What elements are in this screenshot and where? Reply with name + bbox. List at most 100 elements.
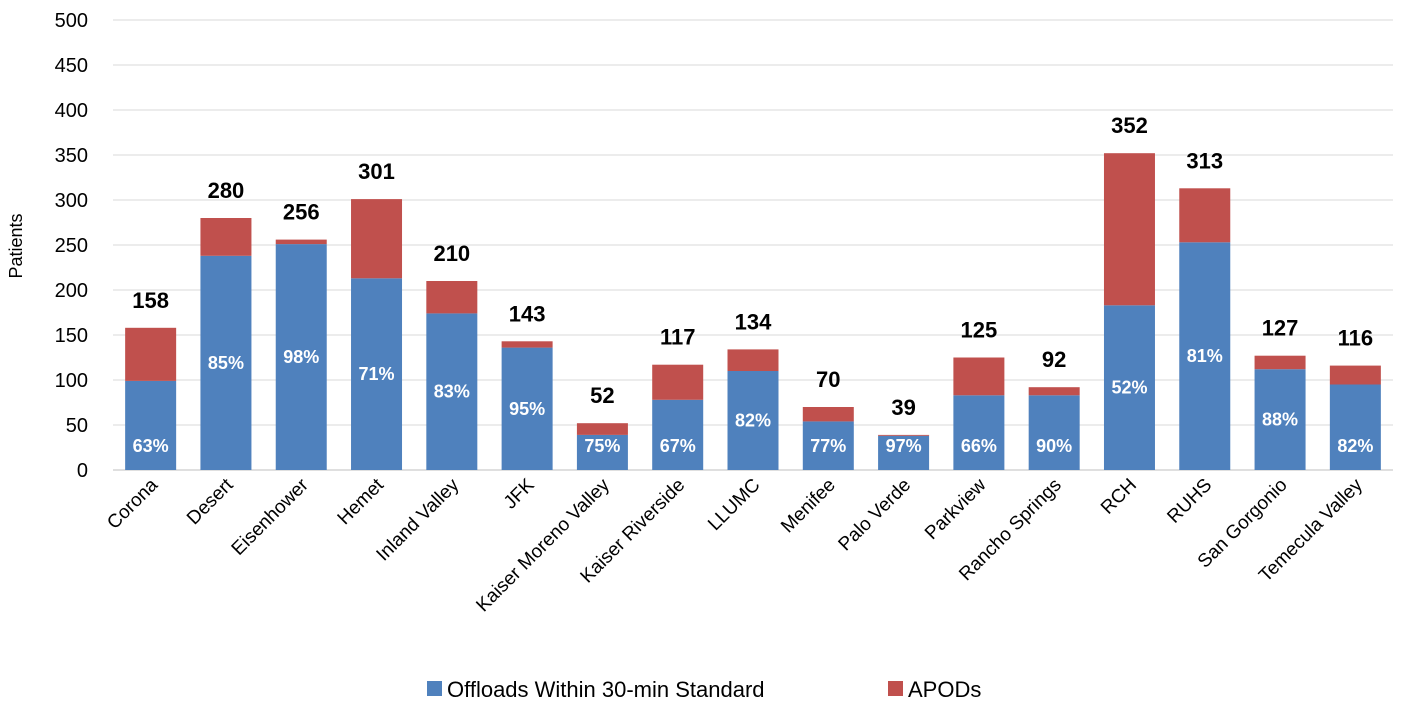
- bar-offloads-within-standard: [1179, 242, 1231, 470]
- legend-label-apods: APODs: [908, 677, 981, 699]
- bar-offloads-within-standard: [953, 395, 1005, 470]
- bar-total-label: 280: [208, 178, 245, 203]
- y-tick-label: 300: [55, 190, 88, 212]
- bar-percent-label: 95%: [509, 399, 545, 419]
- bar-percent-label: 85%: [208, 353, 244, 373]
- x-tick-label: Desert: [183, 474, 238, 529]
- bar-apods: [351, 199, 403, 279]
- bar-offloads-within-standard: [1329, 384, 1381, 470]
- bar-percent-label: 77%: [810, 436, 846, 456]
- bar-apods: [953, 357, 1005, 396]
- bar-percent-label: 63%: [133, 436, 169, 456]
- bar-offloads-within-standard: [727, 371, 779, 470]
- bar-percent-label: 83%: [434, 382, 470, 402]
- bar-apods: [802, 407, 854, 422]
- bar-percent-label: 98%: [283, 347, 319, 367]
- x-tick-label: Hemet: [334, 474, 389, 529]
- bar-apods: [1103, 153, 1155, 306]
- bar-percent-label: 90%: [1036, 436, 1072, 456]
- bar-apods: [576, 423, 628, 435]
- bar-total-label: 256: [283, 200, 320, 225]
- y-tick-label: 150: [55, 325, 88, 347]
- bar-apods: [727, 349, 779, 371]
- x-tick-label: Parkview: [921, 474, 991, 544]
- y-tick-label: 500: [55, 10, 88, 32]
- bar-total-label: 210: [433, 241, 470, 266]
- bar-apods: [275, 239, 327, 245]
- bar-percent-label: 97%: [886, 436, 922, 456]
- bar-total-label: 301: [358, 159, 395, 184]
- bar-apods: [878, 434, 930, 436]
- bar-apods: [501, 341, 553, 348]
- x-tick-label: Menifee: [777, 475, 840, 538]
- bar-apods: [652, 364, 704, 400]
- bar-apods: [200, 218, 252, 256]
- bar-apods: [1028, 387, 1080, 396]
- bars: [125, 153, 1381, 470]
- bar-percent-label: 88%: [1262, 410, 1298, 430]
- bar-offloads-within-standard: [802, 421, 854, 470]
- bar-total-label: 134: [735, 309, 772, 334]
- x-tick-label: Corona: [103, 474, 162, 533]
- bar-total-label: 143: [509, 301, 546, 326]
- y-tick-label: 100: [55, 370, 88, 392]
- bar-offloads-within-standard: [1103, 305, 1155, 470]
- bar-total-label: 352: [1111, 113, 1148, 138]
- bar-total-label: 52: [590, 383, 614, 408]
- x-tick-label: RCH: [1097, 475, 1141, 519]
- bar-offloads-within-standard: [125, 380, 177, 470]
- bar-total-label: 39: [891, 395, 915, 420]
- x-tick-label: JFK: [500, 474, 539, 513]
- bar-offloads-within-standard: [426, 313, 478, 470]
- total-labels: 158 280 256 301 210 143 52 117 134 70 39 125 92 352 31…: [132, 113, 1373, 420]
- bar-offloads-within-standard: [351, 278, 403, 470]
- bar-apods: [1179, 188, 1231, 243]
- bar-total-label: 116: [1338, 326, 1374, 351]
- y-tick-label: 450: [55, 55, 88, 77]
- bar-total-label: 158: [132, 288, 169, 313]
- y-tick-label: 350: [55, 145, 88, 167]
- y-tick-label: 200: [55, 280, 88, 302]
- bar-offloads-within-standard: [200, 255, 252, 470]
- x-tick-label: LLUMC: [704, 475, 764, 535]
- y-tick-label: 250: [55, 235, 88, 257]
- bar-total-label: 313: [1186, 148, 1223, 173]
- percent-labels: 63% 85% 98% 71% 83% 95% 75% 67% 82% 77% 97% 66% 90% 5…: [133, 346, 1374, 456]
- bar-offloads-within-standard: [1254, 369, 1306, 470]
- y-axis-ticks: 0 50 100 150 200 250 300 350 400 450 500: [55, 10, 88, 482]
- bar-offloads-within-standard: [652, 399, 704, 470]
- bar-percent-label: 81%: [1187, 346, 1223, 366]
- bar-apods: [125, 327, 177, 381]
- bar-total-label: 127: [1262, 316, 1299, 341]
- x-tick-label: Kaiser Moreno Valley: [472, 474, 614, 616]
- x-tick-label: RUHS: [1163, 475, 1216, 528]
- bar-percent-label: 52%: [1111, 378, 1147, 398]
- bar-apods: [1329, 365, 1381, 385]
- bar-total-label: 70: [816, 367, 840, 392]
- bar-total-label: 117: [660, 325, 696, 350]
- bar-offloads-within-standard: [1028, 395, 1080, 470]
- bar-percent-label: 82%: [735, 411, 771, 431]
- bar-total-label: 125: [961, 318, 998, 343]
- y-tick-label: 50: [66, 415, 88, 437]
- y-tick-label: 400: [55, 100, 88, 122]
- legend-label-offloads: Offloads Within 30-min Standard: [447, 677, 765, 699]
- bar-offloads-within-standard: [275, 244, 327, 470]
- y-axis-label: Patients: [6, 213, 26, 278]
- x-tick-label: Eisenhower: [228, 474, 314, 560]
- bar-percent-label: 75%: [584, 436, 620, 456]
- bar-percent-label: 71%: [359, 364, 395, 384]
- bar-percent-label: 82%: [1337, 436, 1373, 456]
- x-tick-label: Palo Verde: [835, 475, 916, 556]
- bar-offloads-within-standard: [501, 347, 553, 470]
- bar-offloads-within-standard: [878, 435, 930, 470]
- legend-swatch-offloads: [427, 681, 442, 696]
- bar-offloads-within-standard: [576, 434, 628, 470]
- legend-swatch-apods: [888, 681, 903, 696]
- bar-total-label: 92: [1042, 347, 1066, 372]
- bar-percent-label: 66%: [961, 436, 997, 456]
- legend: Offloads Within 30-min Standard APODs: [427, 677, 981, 702]
